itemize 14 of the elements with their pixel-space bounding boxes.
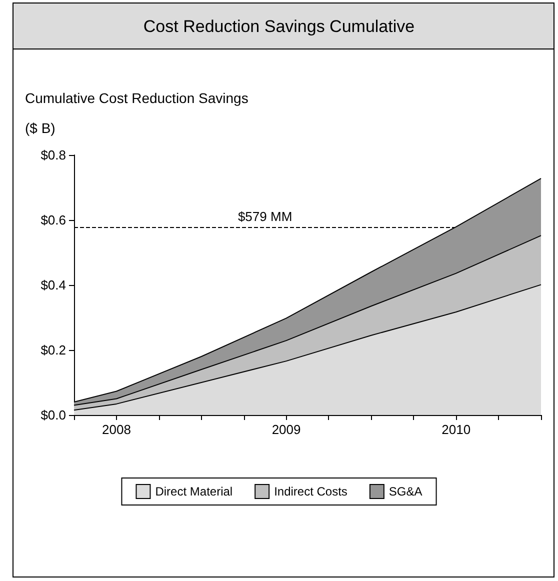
y-tick-label: $0.8 xyxy=(40,148,66,162)
y-tick-label: $0.4 xyxy=(40,278,66,292)
ref-line-label: $579 MM xyxy=(238,208,292,224)
x-tick-label: 2010 xyxy=(442,422,471,437)
legend-label: SG&A xyxy=(388,484,422,498)
legend-label: Indirect Costs xyxy=(274,484,348,498)
legend-label: Direct Material xyxy=(155,484,233,498)
y-axis-title: Cumulative Cost Reduction Savings ($ B) xyxy=(25,90,248,136)
x-tick-label: 2008 xyxy=(102,422,131,437)
chart-title: Cost Reduction Savings Cumulative xyxy=(143,17,415,36)
x-tick-label: 2009 xyxy=(272,422,301,437)
y-tick-label: $0.6 xyxy=(40,212,66,228)
y-tick-label: $0.0 xyxy=(40,408,66,422)
y-tick-label: $0.2 xyxy=(40,342,66,358)
